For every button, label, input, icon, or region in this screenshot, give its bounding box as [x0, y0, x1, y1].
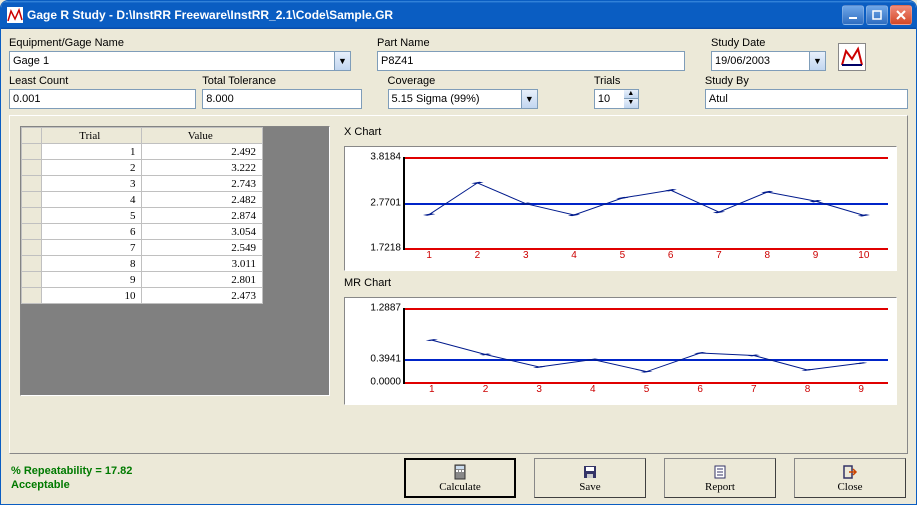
calculator-icon	[452, 464, 468, 480]
app-icon	[7, 7, 23, 23]
table-row[interactable]: 92.801	[22, 272, 263, 288]
table-row[interactable]: 83.011	[22, 256, 263, 272]
report-label: Report	[705, 481, 735, 493]
leastcount-input[interactable]	[9, 89, 196, 109]
x-axis-label: 5	[644, 384, 650, 395]
chevron-down-icon[interactable]: ▼	[521, 90, 537, 108]
studyby-label: Study By	[705, 75, 908, 87]
repeatability-text: % Repeatability = 17.82	[11, 464, 371, 478]
main-panel: Trial Value 12.49223.22232.74342.48252.8…	[9, 115, 908, 454]
trials-input[interactable]	[594, 89, 624, 109]
x-axis-label: 4	[571, 250, 577, 261]
chevron-down-icon[interactable]: ▼	[334, 52, 350, 70]
x-axis-label: 7	[751, 384, 757, 395]
table-row[interactable]: 42.482	[22, 192, 263, 208]
x-axis-label: 3	[523, 250, 529, 261]
maximize-button[interactable]	[866, 5, 888, 25]
report-button[interactable]: Report	[664, 458, 776, 498]
y-axis-label: 2.7701	[370, 197, 401, 208]
leastcount-label: Least Count	[9, 75, 196, 87]
x-axis-label: 2	[483, 384, 489, 395]
minimize-button[interactable]	[842, 5, 864, 25]
exit-icon	[842, 464, 858, 480]
x-axis-label: 7	[716, 250, 722, 261]
rowheader-blank	[22, 128, 42, 144]
equipment-label: Equipment/Gage Name	[9, 37, 351, 49]
table-row[interactable]: 102.473	[22, 288, 263, 304]
window-title: Gage R Study - D:\InstRR Freeware\InstRR…	[27, 8, 842, 22]
repeatability-verdict: Acceptable	[11, 478, 371, 492]
x-axis-label: 3	[536, 384, 542, 395]
equipment-value: Gage 1	[13, 55, 49, 67]
table-row[interactable]: 12.492	[22, 144, 263, 160]
client-area: Equipment/Gage Name Gage 1 ▼ Part Name S…	[1, 29, 916, 504]
app-window: Gage R Study - D:\InstRR Freeware\InstRR…	[0, 0, 917, 505]
chevron-down-icon[interactable]: ▼	[809, 52, 825, 70]
x-axis-label: 9	[858, 384, 864, 395]
trials-spinner[interactable]: ▲ ▼	[594, 89, 639, 109]
close-label: Close	[837, 481, 862, 493]
chart-logo-icon	[838, 43, 866, 71]
x-axis-label: 6	[668, 250, 674, 261]
save-button[interactable]: Save	[534, 458, 646, 498]
coverage-select[interactable]: 5.15 Sigma (99%) ▼	[388, 89, 538, 109]
data-grid[interactable]: Trial Value 12.49223.22232.74342.48252.8…	[20, 126, 330, 396]
x-axis-label: 1	[426, 250, 432, 261]
calculate-button[interactable]: Calculate	[404, 458, 516, 498]
titlebar: Gage R Study - D:\InstRR Freeware\InstRR…	[1, 1, 916, 29]
y-axis-label: 0.0000	[370, 377, 401, 388]
table-row[interactable]: 23.222	[22, 160, 263, 176]
col-trial: Trial	[42, 128, 142, 144]
x-axis-label: 8	[764, 250, 770, 261]
y-axis-label: 1.7218	[370, 243, 401, 254]
report-icon	[712, 464, 728, 480]
x-axis-label: 5	[620, 250, 626, 261]
calculate-label: Calculate	[439, 481, 481, 493]
table-row[interactable]: 63.054	[22, 224, 263, 240]
partname-input[interactable]	[377, 51, 685, 71]
col-value: Value	[142, 128, 263, 144]
close-window-button[interactable]	[890, 5, 912, 25]
trials-label: Trials	[594, 75, 639, 87]
equipment-select[interactable]: Gage 1 ▼	[9, 51, 351, 71]
x-axis-label: 10	[858, 250, 869, 261]
studydate-label: Study Date	[711, 37, 826, 49]
mr-chart: 1.2887 0.3941 0.0000 1 2 3 4 5 6 7 8 9	[344, 297, 897, 405]
bottom-bar: % Repeatability = 17.82 Acceptable Calcu…	[9, 454, 908, 498]
tolerance-input[interactable]	[202, 89, 361, 109]
studyby-input[interactable]	[705, 89, 908, 109]
save-label: Save	[579, 481, 600, 493]
x-axis-label: 8	[805, 384, 811, 395]
y-axis-label: 1.2887	[370, 303, 401, 314]
spin-up-icon[interactable]: ▲	[624, 90, 638, 99]
close-button[interactable]: Close	[794, 458, 906, 498]
mrchart-title: MR Chart	[344, 277, 897, 289]
xchart-title: X Chart	[344, 126, 897, 138]
partname-label: Part Name	[377, 37, 685, 49]
table-row[interactable]: 72.549	[22, 240, 263, 256]
table-row[interactable]: 52.874	[22, 208, 263, 224]
studydate-value: 19/06/2003	[715, 55, 770, 67]
spin-down-icon[interactable]: ▼	[624, 99, 638, 108]
x-axis-label: 9	[813, 250, 819, 261]
coverage-value: 5.15 Sigma (99%)	[392, 93, 480, 105]
table-row[interactable]: 32.743	[22, 176, 263, 192]
y-axis-label: 3.8184	[370, 152, 401, 163]
tolerance-label: Total Tolerance	[202, 75, 361, 87]
x-axis-label: 4	[590, 384, 596, 395]
x-axis-label: 6	[697, 384, 703, 395]
x-chart: 3.8184 2.7701 1.7218 1 2 3 4 5 6 7 8 9 10	[344, 146, 897, 271]
x-axis-label: 2	[475, 250, 481, 261]
coverage-label: Coverage	[388, 75, 538, 87]
y-axis-label: 0.3941	[370, 354, 401, 365]
studydate-picker[interactable]: 19/06/2003 ▼	[711, 51, 826, 71]
x-axis-label: 1	[429, 384, 435, 395]
floppy-icon	[582, 464, 598, 480]
